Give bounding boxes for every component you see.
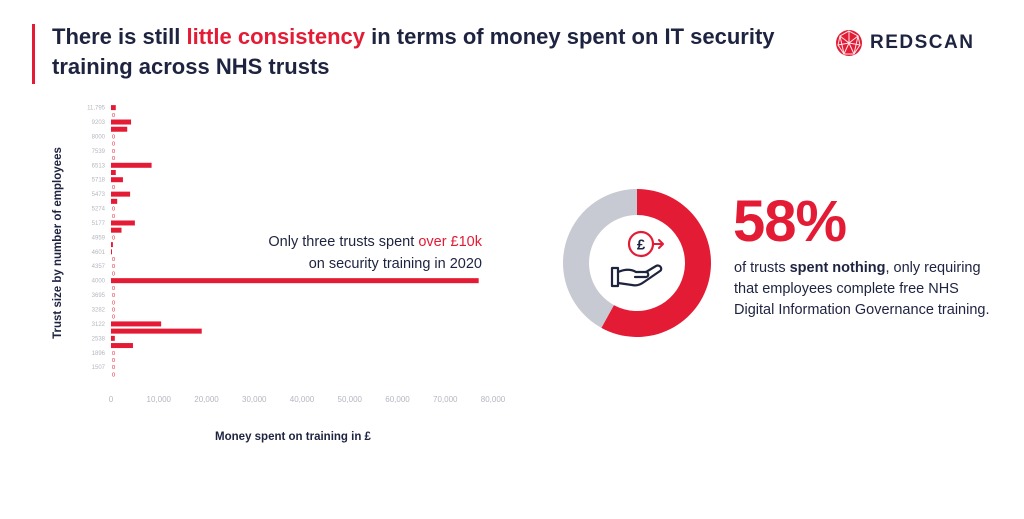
zero-label: 0 <box>112 113 115 119</box>
zero-label: 0 <box>112 300 115 306</box>
title-accent-bar <box>32 24 35 84</box>
zero-label: 0 <box>112 214 115 220</box>
callout-line1: Only three trusts spent <box>268 234 419 250</box>
x-tick-label: 80,000 <box>481 395 506 404</box>
bar <box>111 191 131 197</box>
x-tick-label: 70,000 <box>433 395 458 404</box>
zero-label: 0 <box>112 351 115 357</box>
hand-holding-pound-icon: £ <box>610 230 664 288</box>
stat-desc-part1: of trusts <box>734 260 790 276</box>
bar <box>111 335 115 341</box>
y-tick-label: 1507 <box>92 365 106 371</box>
y-tick-label: 5177 <box>92 221 106 227</box>
y-tick-label: 5718 <box>92 178 106 184</box>
bar <box>111 242 113 248</box>
bar <box>111 105 116 111</box>
zero-label: 0 <box>112 308 115 314</box>
y-tick-label: 3122 <box>92 322 106 328</box>
bar <box>111 170 116 175</box>
redscan-logo: REDSCAN <box>834 28 974 58</box>
bar <box>111 220 135 226</box>
zero-label: 0 <box>112 293 115 299</box>
stat-desc-bold: spent nothing <box>789 260 886 276</box>
x-tick-label: 0 <box>109 395 114 404</box>
zero-label: 0 <box>112 134 115 140</box>
zero-label: 0 <box>112 365 115 371</box>
y-tick-label: 4959 <box>92 235 106 241</box>
zero-label: 0 <box>112 207 115 213</box>
y-tick-label: 5274 <box>92 207 106 213</box>
svg-text:£: £ <box>637 237 646 254</box>
bar <box>111 343 133 349</box>
y-tick-label: 8000 <box>92 134 106 140</box>
title-highlight: little consistency <box>186 24 366 49</box>
title-part-2: in terms of money spent on IT security t… <box>52 24 775 79</box>
x-tick-label: 50,000 <box>338 395 363 404</box>
y-tick-label: 4601 <box>92 250 106 256</box>
x-tick-label: 40,000 <box>290 395 315 404</box>
x-axis-label: Money spent on training in £ <box>215 431 372 443</box>
donut-chart <box>563 189 711 337</box>
bar <box>111 177 123 183</box>
zero-label: 0 <box>112 286 115 292</box>
y-tick-label: 3695 <box>92 293 106 299</box>
stat-description: of trusts spent nothing, only requiring … <box>734 258 994 321</box>
bar-chart: 11,7950920308000007539065135718054730527… <box>52 105 506 443</box>
bar <box>111 249 112 255</box>
y-tick-label: 9203 <box>92 120 106 126</box>
bar <box>111 227 122 233</box>
logo-wordmark: REDSCAN <box>870 32 975 53</box>
x-tick-label: 30,000 <box>242 395 267 404</box>
zero-label: 0 <box>112 372 115 378</box>
x-tick-label: 20,000 <box>194 395 219 404</box>
y-tick-label: 5473 <box>92 192 106 198</box>
y-tick-label: 4357 <box>92 264 106 270</box>
zero-label: 0 <box>112 185 115 191</box>
title-part-1: There is still <box>52 24 187 49</box>
callout-line2: on security training in 2020 <box>308 256 482 272</box>
zero-label: 0 <box>112 271 115 277</box>
bar <box>111 126 128 132</box>
zero-label: 0 <box>112 235 115 241</box>
y-tick-label: 1896 <box>92 351 106 357</box>
globe-mesh-icon <box>836 30 862 56</box>
zero-label: 0 <box>112 257 115 263</box>
y-tick-label: 4000 <box>92 279 106 285</box>
donut-slice-other <box>563 189 637 328</box>
y-tick-label: 6513 <box>92 163 106 169</box>
bar <box>111 328 202 334</box>
y-tick-label: 7539 <box>92 149 106 155</box>
bar <box>111 198 118 204</box>
zero-label: 0 <box>112 315 115 321</box>
stat-percent: 58% <box>733 189 847 254</box>
zero-label: 0 <box>112 358 115 364</box>
y-axis-label: Trust size by number of employees <box>52 147 64 339</box>
y-tick-label: 11,795 <box>87 106 106 112</box>
stat-desc-part2: , only requiring that employees complete… <box>734 260 990 318</box>
bar <box>111 119 132 125</box>
y-tick-label: 2538 <box>92 336 106 342</box>
donut-slice-spent-nothing <box>601 189 711 337</box>
x-tick-label: 10,000 <box>147 395 172 404</box>
zero-label: 0 <box>112 156 115 162</box>
callout-text: Only three trusts spent over £10k on sec… <box>200 231 482 275</box>
bar <box>111 278 479 284</box>
x-tick-label: 60,000 <box>385 395 410 404</box>
zero-label: 0 <box>112 264 115 270</box>
zero-label: 0 <box>112 149 115 155</box>
page-title: There is still little consistency in ter… <box>52 22 812 82</box>
y-tick-label: 3282 <box>92 308 106 314</box>
bar <box>111 321 162 327</box>
zero-label: 0 <box>112 142 115 148</box>
bar <box>111 162 152 168</box>
callout-highlight: over £10k <box>418 234 482 250</box>
